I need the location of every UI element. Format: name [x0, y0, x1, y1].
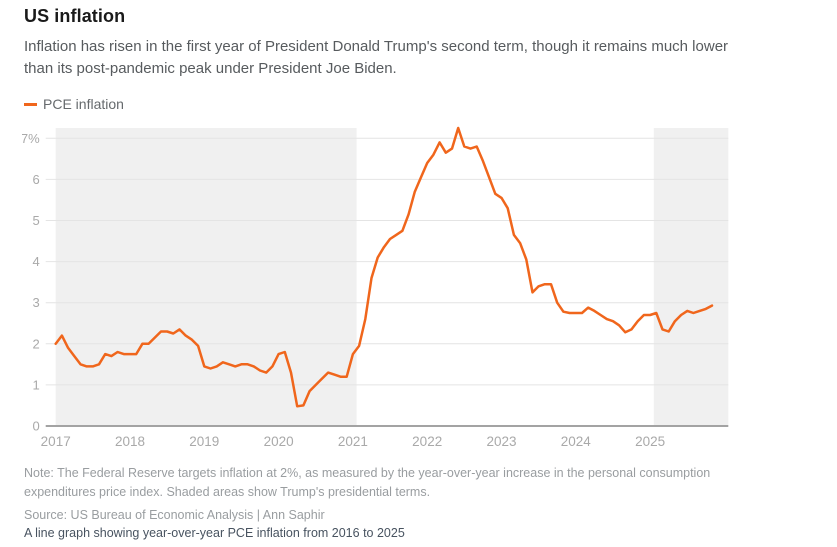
y-tick-label: 0: [32, 419, 39, 434]
y-tick-label: 1: [32, 377, 39, 392]
x-tick-label: 2020: [264, 434, 294, 449]
chart-subtitle: Inflation has risen in the first year of…: [24, 38, 729, 77]
x-tick-label: 2017: [41, 434, 71, 449]
x-tick-label: 2022: [412, 434, 442, 449]
footnote: Note: The Federal Reserve targets inflat…: [24, 466, 711, 499]
shaded-region-1: [55, 128, 357, 426]
y-tick-label: 5: [32, 213, 39, 228]
shaded-region-2: [653, 128, 729, 426]
y-tick-label: 6: [32, 172, 39, 187]
alt-text-line: A line graph showing year-over-year PCE …: [24, 526, 405, 540]
x-tick-label: 2024: [561, 434, 592, 449]
legend-line-swatch: [24, 102, 37, 106]
x-tick-label: 2019: [189, 434, 219, 449]
source-line: Source: US Bureau of Economic Analysis |…: [24, 508, 325, 522]
x-tick-label: 2018: [115, 434, 145, 449]
x-tick-label: 2025: [635, 434, 665, 449]
legend-label: PCE inflation: [43, 96, 124, 112]
y-tick-label: 4: [32, 254, 39, 269]
y-tick-label: 2: [32, 336, 39, 351]
x-tick-label: 2021: [338, 434, 368, 449]
chart-title: US inflation: [24, 6, 126, 26]
y-tick-label: 3: [32, 295, 39, 310]
x-tick-label: 2023: [486, 434, 516, 449]
pce-inflation-line-chart: 0 1 2 3 4 5 6 7% 2017 2018 2019 2020 2021 2022 2023 202…: [22, 126, 729, 449]
legend: PCE inflation: [24, 96, 124, 112]
y-tick-label: 7%: [22, 131, 40, 146]
pce-inflation-line: [54, 126, 714, 408]
